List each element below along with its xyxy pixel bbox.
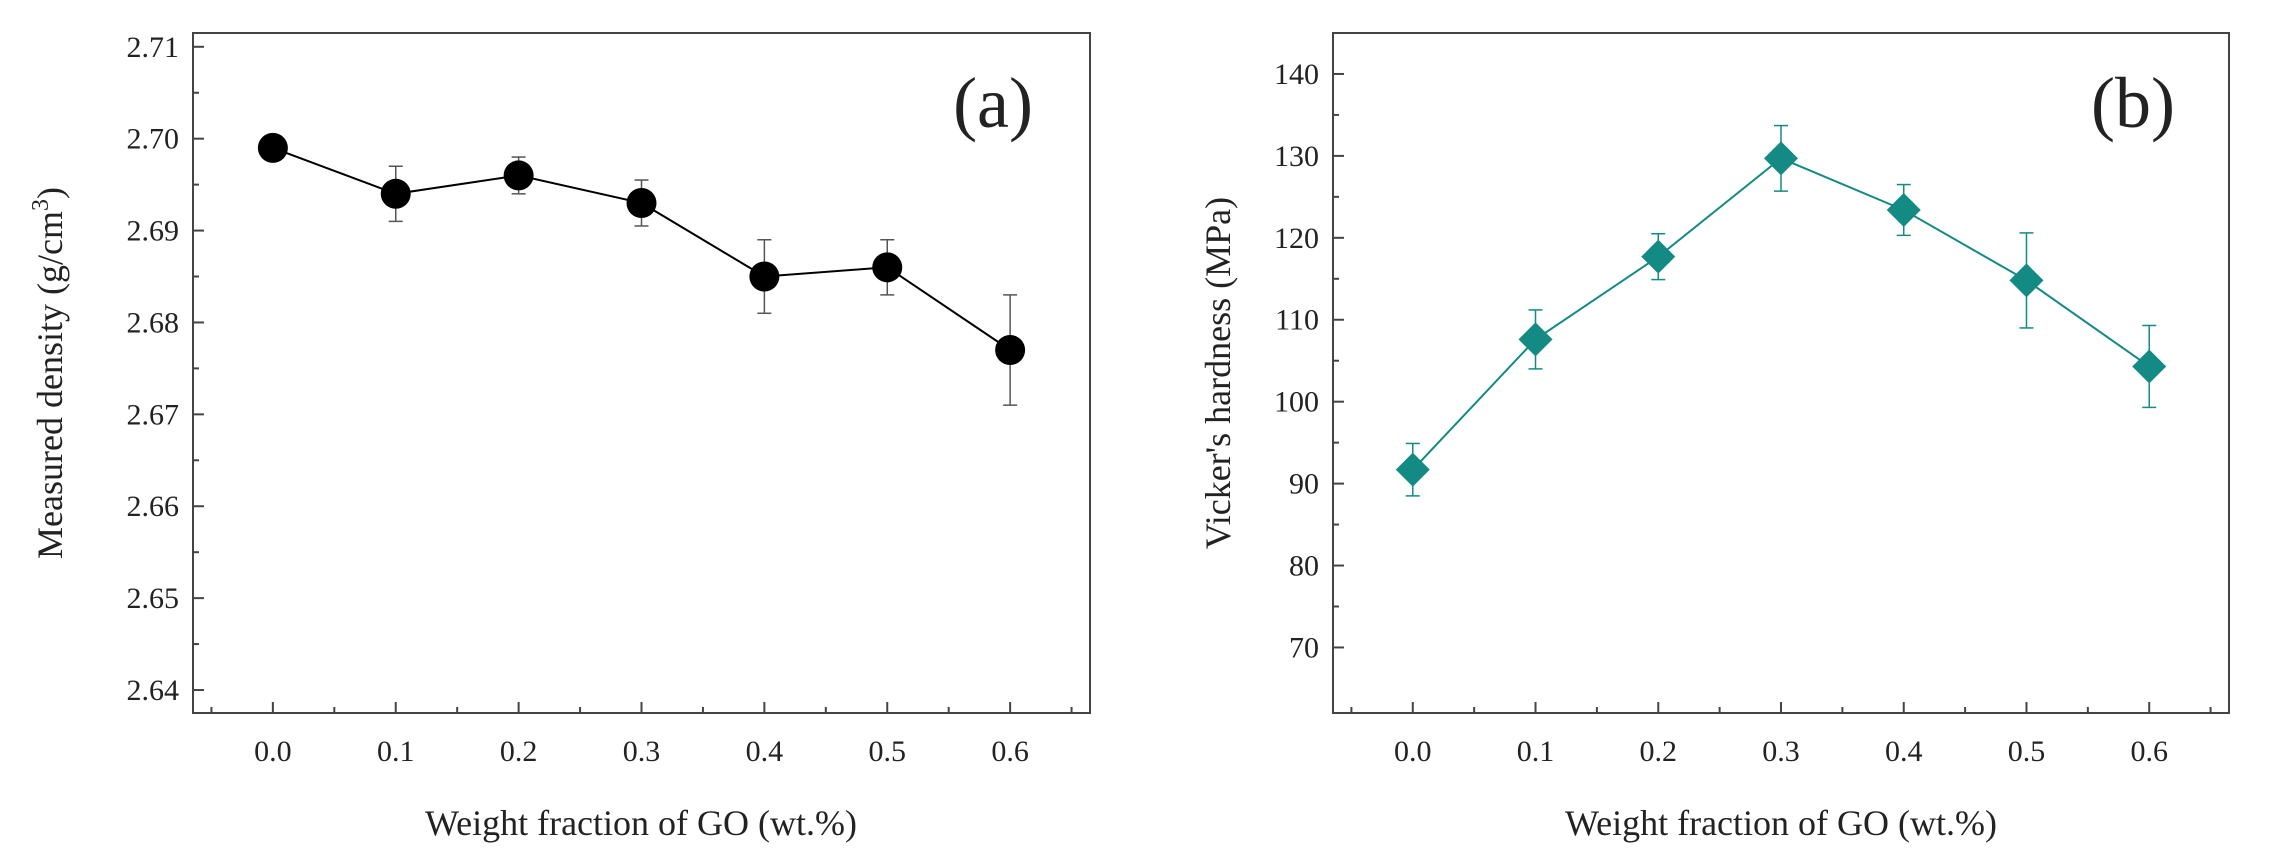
chart-b-y-tick-label: 120	[1274, 222, 1319, 255]
chart-b-x-tick-label: 0.1	[1517, 735, 1555, 768]
chart-a-x-axis-title: Weight fraction of GO (wt.%)	[425, 803, 857, 843]
chart-a-data-point	[257, 132, 288, 163]
chart-a-data-point	[626, 188, 657, 218]
chart-b-x-tick-label: 0.3	[1762, 735, 1800, 768]
chart-a-density: 2.642.652.662.672.682.692.702.71 0.0 0.1 0…	[28, 31, 1091, 843]
chart-b-y-ticks: 70 80 90 100 110 120 130 140	[1274, 58, 1344, 664]
chart-b-data-point	[2132, 349, 2167, 384]
chart-b-data-point	[1518, 322, 1553, 357]
chart-b-series-line	[1412, 157, 2150, 471]
chart-a-x-tick-label: 0.2	[500, 735, 538, 768]
chart-a-x-tick-label: 0.6	[991, 735, 1029, 768]
chart-b-data-point	[1886, 192, 1921, 227]
chart-b-x-tick-label: 0.4	[1885, 735, 1923, 768]
chart-a-y-ticks: 2.64 2.65 2.66 2.67 2.68 2.69 2.70 2.71	[127, 31, 204, 707]
chart-a-y-axis-title-close: )	[30, 187, 70, 199]
chart-a-data-point	[503, 160, 534, 191]
chart-a-x-tick-label: 0.3	[623, 735, 661, 768]
chart-a-panel-label: (a)	[953, 63, 1033, 143]
chart-b-y-tick-label: 90	[1289, 468, 1319, 501]
chart-b-x-tick-label: 0.5	[2008, 735, 2046, 768]
chart-b-panel-label: (b)	[2091, 63, 2175, 143]
chart-a-y-tick-label: 2.67	[127, 398, 180, 431]
chart-b-data-point	[1641, 239, 1676, 274]
chart-a-y-tick-label: 2.70	[127, 123, 180, 156]
chart-b-x-tick-label: 0.6	[2130, 735, 2168, 768]
chart-b-y-tick-label: 80	[1289, 550, 1319, 583]
chart-b-y-tick-label: 110	[1275, 304, 1319, 337]
chart-a-y-tick-label: 2.66	[127, 490, 180, 523]
chart-b-x-ticks: 0.0 0.1 0.2 0.3 0.4 0.5 0.6	[1350, 702, 2212, 768]
chart-a-y-axis-title: Measured density (g/cm3)	[28, 187, 70, 559]
chart-a-data-point	[995, 335, 1026, 366]
chart-b-data-point	[1764, 141, 1798, 176]
chart-a-data-point	[380, 178, 411, 209]
chart-b-hardness: 70 80 90 100 110 120 130 140 0.0 0.1 0.2 0.3 0.4 0.5…	[1198, 32, 2230, 843]
chart-a-y-tick-label: 2.71	[127, 31, 180, 64]
chart-a-x-tick-label: 0.5	[869, 735, 907, 768]
chart-a-data-point	[872, 252, 903, 283]
chart-a-y-axis-title-sup: 3	[28, 199, 54, 211]
chart-a-x-ticks: 0.0 0.1 0.2 0.3 0.4 0.5 0.6	[210, 702, 1073, 768]
chart-a-y-tick-label: 2.69	[127, 215, 180, 248]
chart-b-y-tick-label: 70	[1289, 631, 1319, 664]
chart-a-series-line	[272, 146, 1011, 351]
chart-b-y-tick-label: 130	[1274, 140, 1319, 173]
chart-a-x-tick-label: 0.4	[746, 735, 784, 768]
chart-b-y-tick-label: 100	[1274, 386, 1319, 419]
chart-b-data-point	[1395, 452, 1430, 487]
chart-b-y-axis-title: Vicker's hardness (MPa)	[1198, 197, 1238, 549]
chart-b-data-point	[2009, 263, 2044, 298]
chart-b-y-tick-label: 140	[1274, 58, 1319, 91]
chart-b-x-tick-label: 0.2	[1640, 735, 1678, 768]
chart-a-x-tick-label: 0.0	[254, 735, 292, 768]
chart-b-x-axis-title: Weight fraction of GO (wt.%)	[1565, 803, 1997, 843]
chart-a-y-axis-title-main: Measured density (g/cm	[30, 211, 70, 559]
chart-a-series	[257, 132, 1026, 406]
chart-a-y-tick-label: 2.64	[127, 674, 180, 707]
chart-b-series	[1395, 124, 2167, 497]
chart-a-y-tick-label: 2.68	[127, 306, 180, 339]
chart-b-x-tick-label: 0.0	[1394, 735, 1432, 768]
chart-a-x-tick-label: 0.1	[377, 735, 415, 768]
chart-a-y-tick-label: 2.65	[127, 582, 180, 615]
chart-a-data-point	[749, 261, 780, 292]
